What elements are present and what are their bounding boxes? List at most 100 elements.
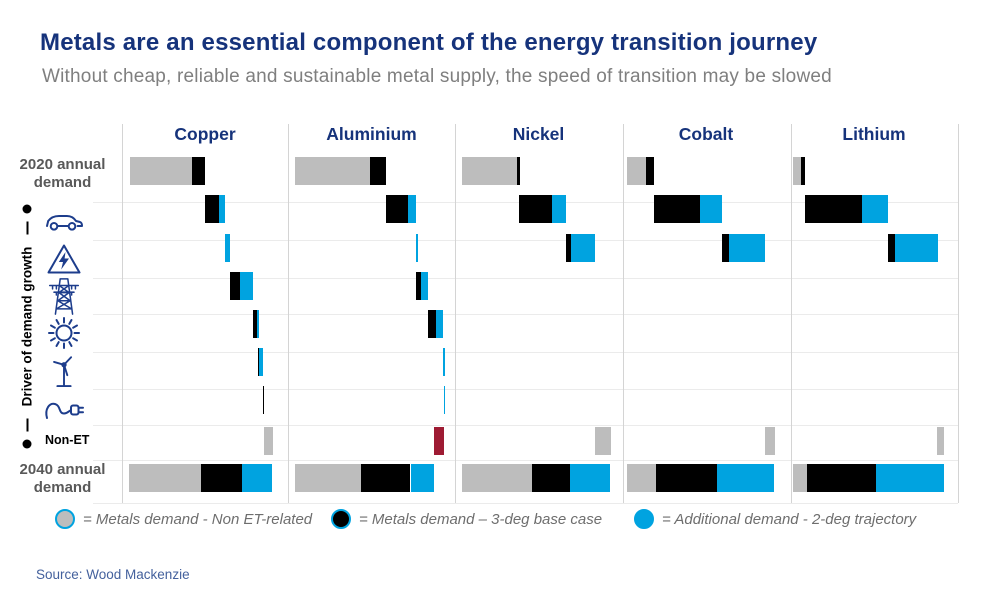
column-divider xyxy=(622,124,624,503)
bar-copper-demand-2040-gray xyxy=(129,464,201,492)
bar-aluminium-energy-storage-blue xyxy=(416,234,418,262)
column-header-lithium: Lithium xyxy=(842,124,906,144)
bar-lithium-energy-storage-black xyxy=(888,234,895,262)
bar-copper-demand-2020-black xyxy=(192,157,205,185)
bar-cobalt-energy-storage-black xyxy=(722,234,729,262)
bar-nickel-demand-2040-gray xyxy=(462,464,532,492)
column-divider xyxy=(288,124,289,503)
legend-swatch-gray xyxy=(55,509,75,529)
bar-copper-demand-2040-blue xyxy=(242,464,272,492)
bar-aluminium-demand-2020-gray xyxy=(295,157,370,185)
bar-lithium-electric-vehicles-black xyxy=(805,195,862,223)
bar-copper-ev-charging-black xyxy=(262,386,264,414)
sun-icon xyxy=(44,313,84,358)
bar-aluminium-wind-blue xyxy=(443,348,445,376)
bar-aluminium-ev-charging-blue xyxy=(443,386,445,414)
bar-copper-solar-black xyxy=(253,310,257,338)
bar-nickel-non-et-gray xyxy=(595,427,611,455)
bar-aluminium-demand-2040-blue xyxy=(411,464,434,492)
bar-lithium-demand-2040-gray xyxy=(793,464,807,492)
bar-aluminium-solar-black xyxy=(428,310,436,338)
legend-label: = Metals demand – 3-deg base case xyxy=(359,510,603,528)
legend-label: = Additional demand - 2-deg trajectory xyxy=(662,510,917,528)
bar-copper-energy-storage-blue xyxy=(225,234,230,262)
gridline xyxy=(93,240,958,241)
bar-lithium-demand-2020-gray xyxy=(793,157,801,185)
bar-aluminium-power-grid-blue xyxy=(420,271,428,300)
bar-copper-non-et-gray xyxy=(264,427,273,455)
gridline xyxy=(93,503,958,504)
bar-lithium-non-et-gray xyxy=(937,427,944,455)
bar-nickel-demand-2040-black xyxy=(532,464,570,492)
bar-aluminium-solar-blue xyxy=(436,310,443,338)
bar-cobalt-electric-vehicles-black xyxy=(654,195,700,223)
row-label-2020-demand: 2020 annual demand xyxy=(19,156,106,191)
bar-cobalt-demand-2040-gray xyxy=(627,464,656,492)
plug-icon xyxy=(44,392,84,427)
bar-lithium-demand-2020-black xyxy=(801,157,805,185)
car-icon xyxy=(44,208,84,239)
gridline xyxy=(93,388,958,390)
bar-cobalt-demand-2040-black xyxy=(656,464,717,492)
bar-aluminium-power-grid-black xyxy=(415,271,421,300)
row-label-non-et: Non-ET xyxy=(45,433,90,447)
column-divider xyxy=(455,124,456,503)
column-divider xyxy=(957,124,959,503)
bar-copper-power-grid-blue xyxy=(240,271,253,300)
legend-swatch-black xyxy=(331,509,351,529)
driver-axis: Driver of demand growth xyxy=(9,204,44,448)
bar-copper-power-grid-black xyxy=(230,271,240,300)
bar-copper-solar-blue xyxy=(257,310,259,338)
bar-nickel-energy-storage-black xyxy=(566,234,571,262)
bar-aluminium-non-et-maroon xyxy=(434,427,444,455)
gridline xyxy=(93,460,958,461)
bar-aluminium-demand-2020-black xyxy=(370,157,386,185)
legend-item-non-et: = Metals demand - Non ET-related xyxy=(55,509,312,529)
bar-copper-electric-vehicles-blue xyxy=(219,195,225,223)
bar-copper-wind-blue xyxy=(258,348,263,376)
gridline xyxy=(93,351,958,353)
bar-nickel-electric-vehicles-black xyxy=(519,195,552,223)
legend-label: = Metals demand - Non ET-related xyxy=(83,510,313,528)
transmission-tower-icon xyxy=(47,276,81,321)
bar-cobalt-demand-2040-blue xyxy=(717,464,774,492)
bar-lithium-demand-2040-blue xyxy=(876,464,944,492)
page-title: Metals are an essential component of the… xyxy=(40,29,818,56)
bar-cobalt-energy-storage-blue xyxy=(729,234,765,262)
bar-aluminium-electric-vehicles-blue xyxy=(408,195,416,223)
legend-swatch-blue xyxy=(634,509,654,529)
bar-lithium-demand-2040-black xyxy=(806,464,876,492)
column-divider xyxy=(791,124,792,503)
row-label-2040-demand: 2040 annual demand xyxy=(19,461,106,496)
legend-item-2deg: = Additional demand - 2-deg trajectory xyxy=(634,509,916,529)
gridline xyxy=(93,424,958,426)
bar-cobalt-demand-2020-black xyxy=(646,157,654,185)
bar-cobalt-electric-vehicles-blue xyxy=(700,195,722,223)
column-header-copper: Copper xyxy=(174,124,236,144)
axis-stem xyxy=(25,417,28,431)
bar-aluminium-demand-2040-black xyxy=(361,464,410,492)
bar-nickel-energy-storage-blue xyxy=(571,234,595,262)
gridline xyxy=(93,313,958,315)
bar-cobalt-demand-2020-gray xyxy=(627,157,646,185)
bar-lithium-electric-vehicles-blue xyxy=(862,195,888,223)
bar-nickel-demand-2020-black xyxy=(517,157,520,185)
axis-end-dot xyxy=(22,439,31,448)
legend-item-3deg: = Metals demand – 3-deg base case xyxy=(331,509,602,529)
bar-nickel-demand-2040-blue xyxy=(570,464,610,492)
axis-end-dot xyxy=(22,204,31,214)
wind-turbine-icon xyxy=(46,352,82,393)
page-subtitle: Without cheap, reliable and sustainable … xyxy=(42,66,832,87)
column-divider xyxy=(121,124,123,503)
source-text: Source: Wood Mackenzie xyxy=(36,567,190,582)
bar-nickel-demand-2020-gray xyxy=(462,157,517,185)
bar-copper-demand-2020-gray xyxy=(130,157,192,185)
column-header-cobalt: Cobalt xyxy=(678,124,734,144)
bar-copper-electric-vehicles-black xyxy=(205,195,219,223)
bar-nickel-electric-vehicles-blue xyxy=(552,195,566,223)
bar-aluminium-electric-vehicles-black xyxy=(386,195,408,223)
column-header-nickel: Nickel xyxy=(512,124,565,144)
bar-cobalt-non-et-gray xyxy=(765,427,775,455)
bar-lithium-energy-storage-blue xyxy=(895,234,938,262)
